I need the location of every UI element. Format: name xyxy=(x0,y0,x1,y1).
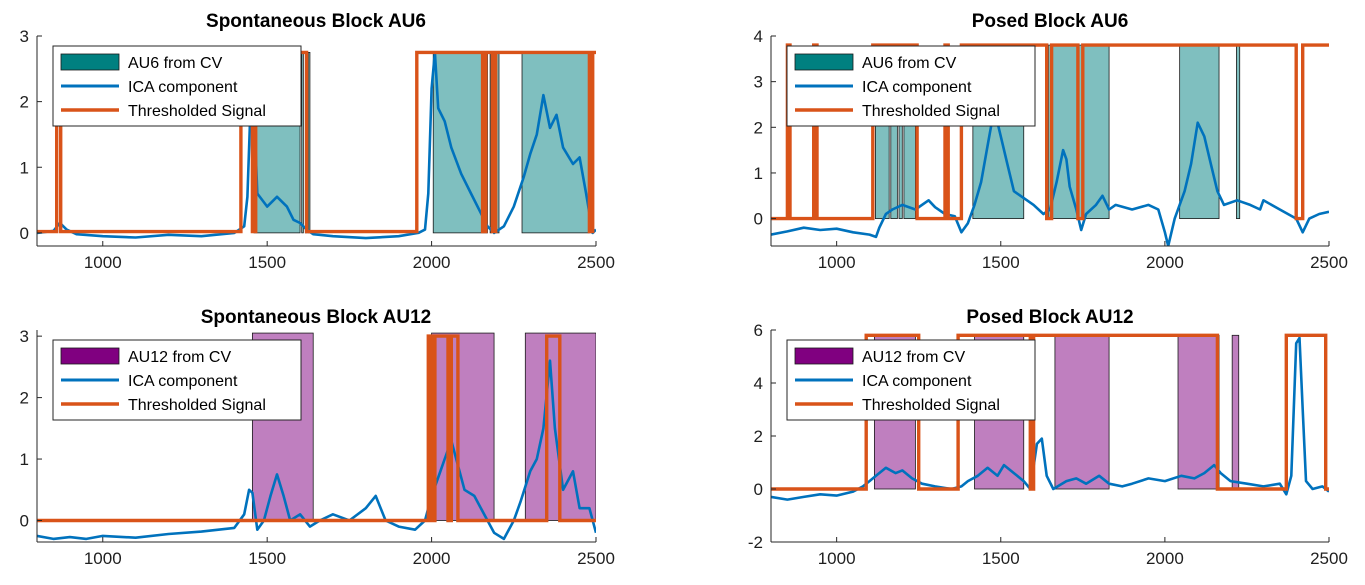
legend-entry-label: Thresholded Signal xyxy=(862,397,1000,414)
y-tick-label: 0 xyxy=(754,210,763,229)
shaded-interval xyxy=(301,52,304,234)
y-tick-label: 2 xyxy=(20,389,29,408)
thresholded-signal-line xyxy=(37,334,596,523)
y-tick-label: -2 xyxy=(748,533,763,552)
shaded-interval xyxy=(1179,44,1220,220)
shaded-interval xyxy=(307,52,311,234)
panel-title: Spontaneous Block AU6 xyxy=(206,11,426,32)
legend-entry-label: Thresholded Signal xyxy=(128,103,266,120)
legend: AU12 from CV ICA component Thresholded Sig… xyxy=(52,339,302,421)
panel-spontaneous-au6: Spontaneous Block AU6 1000 1500 2000 2500 0 1… xyxy=(20,11,615,272)
thresholded-signal-line xyxy=(771,333,1329,491)
panel-title: Posed Block AU12 xyxy=(966,307,1133,328)
legend-entry-label: ICA component xyxy=(862,373,972,390)
legend-swatch-shade xyxy=(60,53,120,71)
panel-title: Posed Block AU6 xyxy=(972,11,1129,32)
shaded-interval xyxy=(432,52,488,234)
legend-entry-label: AU6 from CV xyxy=(862,55,957,72)
x-tick-label: 2000 xyxy=(1146,549,1184,568)
y-tick-label: 3 xyxy=(20,27,29,46)
x-tick-label: 1000 xyxy=(818,549,856,568)
x-tick-label: 2500 xyxy=(577,549,615,568)
y-tick-label: 1 xyxy=(754,164,763,183)
x-tick-label: 2000 xyxy=(413,253,451,272)
y-tick-label: 1 xyxy=(20,158,29,177)
legend-entry-label: AU12 from CV xyxy=(862,349,965,366)
panel-spontaneous-au12: Spontaneous Block AU12 1000 1500 2000 2500 0… xyxy=(20,307,615,568)
legend-entry-label: ICA component xyxy=(128,79,238,96)
legend-swatch-shade xyxy=(794,347,854,365)
shaded-interval xyxy=(521,52,590,234)
x-tick-label: 1000 xyxy=(84,549,122,568)
y-tick-label: 1 xyxy=(20,450,29,469)
legend-entry-label: Thresholded Signal xyxy=(862,103,1000,120)
y-tick-label: 6 xyxy=(754,321,763,340)
ica-component-line xyxy=(771,336,1329,501)
x-tick-label: 2000 xyxy=(1146,253,1184,272)
legend-entry-label: ICA component xyxy=(128,373,238,390)
thresholded-signal-line xyxy=(771,43,1329,221)
shaded-interval xyxy=(1054,334,1110,490)
legend-entry-label: Thresholded Signal xyxy=(128,397,266,414)
legend-swatch-shade xyxy=(60,347,120,365)
y-tick-label: 4 xyxy=(754,27,763,46)
y-tick-label: 0 xyxy=(754,480,763,499)
legend-entry-label: AU6 from CV xyxy=(128,55,223,72)
shaded-interval xyxy=(1231,334,1240,490)
y-tick-label: 2 xyxy=(754,118,763,137)
legend: AU6 from CV ICA component Thresholded Sign… xyxy=(52,45,302,127)
legend: AU6 from CV ICA component Thresholded Sign… xyxy=(786,45,1036,127)
legend-swatch-shade xyxy=(794,53,854,71)
y-tick-label: 4 xyxy=(754,374,763,393)
y-tick-label: 2 xyxy=(754,427,763,446)
panel-posed-au6: Posed Block AU6 1000 1500 2000 2500 0 1 2 3 4 AU6… xyxy=(754,11,1348,272)
legend: AU12 from CV ICA component Thresholded Sig… xyxy=(786,339,1036,421)
panel-posed-au12: Posed Block AU12 1000 1500 2000 2500 -2 0 2 4 6 A… xyxy=(748,307,1348,568)
legend-entry-label: ICA component xyxy=(862,79,972,96)
x-tick-label: 1500 xyxy=(982,253,1020,272)
y-tick-label: 3 xyxy=(754,73,763,92)
x-tick-label: 1500 xyxy=(982,549,1020,568)
x-tick-label: 2000 xyxy=(413,549,451,568)
x-tick-label: 1500 xyxy=(248,253,286,272)
ica-component-line xyxy=(771,107,1329,246)
y-tick-label: 2 xyxy=(20,93,29,112)
panel-title: Spontaneous Block AU12 xyxy=(201,307,432,328)
x-tick-label: 2500 xyxy=(577,253,615,272)
shaded-interval xyxy=(1236,44,1241,220)
shaded-interval xyxy=(431,332,495,521)
x-tick-label: 2500 xyxy=(1310,253,1348,272)
plot-content xyxy=(771,43,1329,246)
x-tick-label: 1000 xyxy=(84,253,122,272)
y-tick-label: 0 xyxy=(20,224,29,243)
y-tick-label: 3 xyxy=(20,327,29,346)
thresholded-signal-line xyxy=(37,50,596,234)
x-tick-label: 2500 xyxy=(1310,549,1348,568)
x-tick-label: 1000 xyxy=(818,253,856,272)
y-tick-label: 0 xyxy=(20,511,29,530)
x-tick-label: 1500 xyxy=(248,549,286,568)
legend-entry-label: AU12 from CV xyxy=(128,349,231,366)
